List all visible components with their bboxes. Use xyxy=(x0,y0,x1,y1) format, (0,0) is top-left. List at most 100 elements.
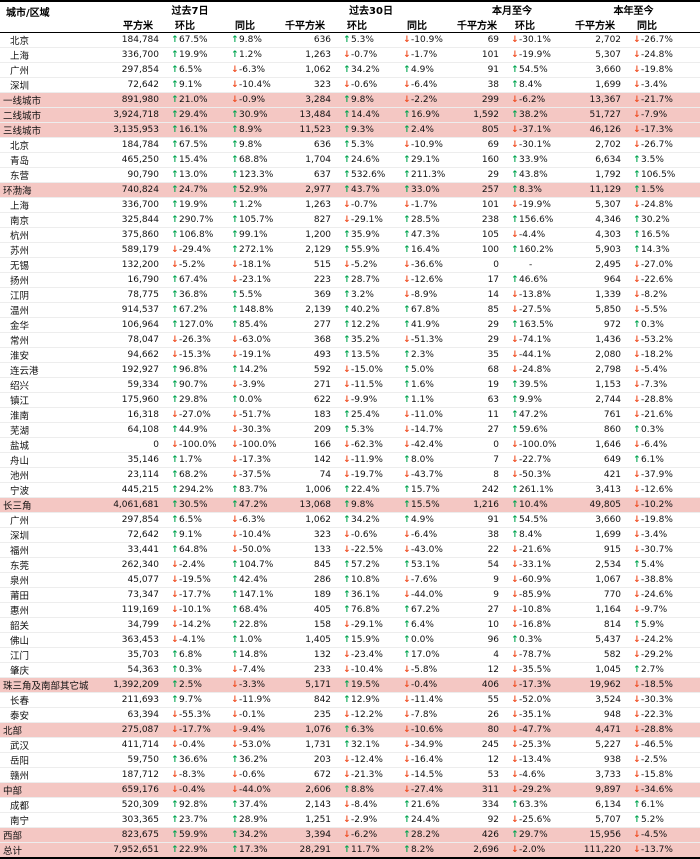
change-cell: ↑6.5% xyxy=(165,62,225,78)
change-cell: ↑30.9% xyxy=(225,107,286,123)
change-cell: ↓-12.6% xyxy=(397,272,458,288)
row-label: 池州 xyxy=(0,467,95,483)
change-cell: ↓-6.3% xyxy=(225,62,286,78)
up-arrow-icon: ↑ xyxy=(511,395,519,405)
change-cell: ↑90.7% xyxy=(165,377,225,393)
value-cell: 9 xyxy=(457,572,506,588)
change-value: 24.6% xyxy=(351,155,380,165)
value-cell: 223 xyxy=(285,272,338,288)
down-arrow-icon: ↓ xyxy=(511,740,519,750)
change-cell: ↓-30.3% xyxy=(627,692,700,708)
change-cell: ↑14.3% xyxy=(627,242,700,258)
down-arrow-icon: ↓ xyxy=(511,680,519,690)
change-cell: ↑6.4% xyxy=(397,617,458,633)
change-cell: ↑8.4% xyxy=(505,527,568,543)
value-cell: 3,413 xyxy=(567,482,628,498)
row-label: 深圳 xyxy=(0,77,95,93)
up-arrow-icon: ↑ xyxy=(171,65,179,75)
up-arrow-icon: ↑ xyxy=(511,500,519,510)
value-cell: 85 xyxy=(457,302,506,318)
change-value: -10.4% xyxy=(351,665,383,675)
value-cell: 11 xyxy=(457,407,506,423)
down-arrow-icon: ↓ xyxy=(343,455,351,465)
change-value: -15.8% xyxy=(641,770,673,780)
change-value: 83.7% xyxy=(239,485,268,495)
value-cell: 297,854 xyxy=(95,62,165,78)
change-cell: ↑0.3% xyxy=(627,317,700,333)
change-cell: ↓-0.9% xyxy=(225,92,286,108)
change-value: 47.2% xyxy=(239,500,268,510)
value-cell: 2,696 xyxy=(457,842,506,859)
change-cell: ↓-12.6% xyxy=(627,482,700,498)
change-cell: ↓-5.8% xyxy=(397,662,458,678)
value-cell: 59,334 xyxy=(95,377,165,393)
row-label: 泰安 xyxy=(0,707,95,723)
change-value: -21.6% xyxy=(641,410,673,420)
change-cell: ↓-44.0% xyxy=(397,587,458,603)
down-arrow-icon: ↓ xyxy=(343,545,351,555)
change-cell: ↑39.5% xyxy=(505,377,568,393)
change-value: -7.3% xyxy=(641,380,668,390)
change-value: -15.0% xyxy=(351,365,383,375)
change-value: -37.5% xyxy=(239,470,271,480)
change-value: -44.1% xyxy=(519,350,551,360)
value-cell: 100 xyxy=(457,242,506,258)
change-value: -2.2% xyxy=(411,95,438,105)
down-arrow-icon: ↓ xyxy=(231,65,239,75)
down-arrow-icon: ↓ xyxy=(403,35,411,45)
change-cell: ↑12.2% xyxy=(337,317,398,333)
up-arrow-icon: ↑ xyxy=(511,65,519,75)
change-value: 17.3% xyxy=(239,845,268,855)
change-cell: ↑3.5% xyxy=(627,152,700,168)
change-cell: ↓-6.4% xyxy=(397,527,458,543)
down-arrow-icon: ↓ xyxy=(511,605,519,615)
change-value: 53.1% xyxy=(411,560,440,570)
change-cell: ↓-21.6% xyxy=(505,542,568,558)
change-cell: ↓-3.4% xyxy=(627,77,700,93)
change-cell: ↑59.9% xyxy=(165,827,225,843)
change-cell: ↑0.3% xyxy=(165,662,225,678)
change-value: 99.1% xyxy=(239,230,268,240)
change-value: 9.8% xyxy=(239,140,262,150)
change-value: 24.7% xyxy=(179,185,208,195)
change-value: 68.4% xyxy=(239,605,268,615)
up-arrow-icon: ↑ xyxy=(171,695,179,705)
change-cell: ↓-17.3% xyxy=(627,122,700,138)
change-cell: ↑68.8% xyxy=(225,152,286,168)
value-cell: 4,471 xyxy=(567,722,628,738)
change-cell: ↓-15.8% xyxy=(627,767,700,783)
down-arrow-icon: ↓ xyxy=(403,590,411,600)
change-cell: ↓-5.5% xyxy=(627,302,700,318)
row-label: 淮南 xyxy=(0,407,95,423)
down-arrow-icon: ↓ xyxy=(511,125,519,135)
change-cell: ↓-53.0% xyxy=(225,737,286,753)
value-cell: 659,176 xyxy=(95,782,165,798)
down-arrow-icon: ↓ xyxy=(633,95,641,105)
value-cell: 805 xyxy=(457,122,506,138)
down-arrow-icon: ↓ xyxy=(511,815,519,825)
value-cell: 3,660 xyxy=(567,62,628,78)
change-cell: ↓-11.9% xyxy=(225,692,286,708)
up-arrow-icon: ↑ xyxy=(633,230,641,240)
change-cell: ↑1.2% xyxy=(225,197,286,213)
down-arrow-icon: ↓ xyxy=(343,830,351,840)
change-cell: ↓-44.1% xyxy=(505,347,568,363)
up-arrow-icon: ↑ xyxy=(343,305,351,315)
down-arrow-icon: ↓ xyxy=(171,620,179,630)
change-cell: ↓-7.3% xyxy=(627,377,700,393)
change-value: -5.8% xyxy=(411,665,438,675)
change-value: 10.4% xyxy=(519,500,548,510)
change-cell: ↓-27.5% xyxy=(505,302,568,318)
change-cell: ↑28.9% xyxy=(225,812,286,828)
change-value: 9.8% xyxy=(351,500,374,510)
change-cell: ↓-60.9% xyxy=(505,572,568,588)
change-cell: ↓-18.2% xyxy=(627,347,700,363)
change-value: -17.7% xyxy=(179,590,211,600)
change-cell: ↓-12.4% xyxy=(337,752,398,768)
down-arrow-icon: ↓ xyxy=(343,710,351,720)
change-value: 63.3% xyxy=(519,800,548,810)
up-arrow-icon: ↑ xyxy=(403,635,411,645)
change-cell: ↑9.7% xyxy=(165,692,225,708)
city-row: 江阴 78,775 ↑36.8% ↑5.5% 369 ↑3.2% ↓-8.9% 14 ↓-13.… xyxy=(0,287,700,303)
row-label: 武汉 xyxy=(0,737,95,753)
